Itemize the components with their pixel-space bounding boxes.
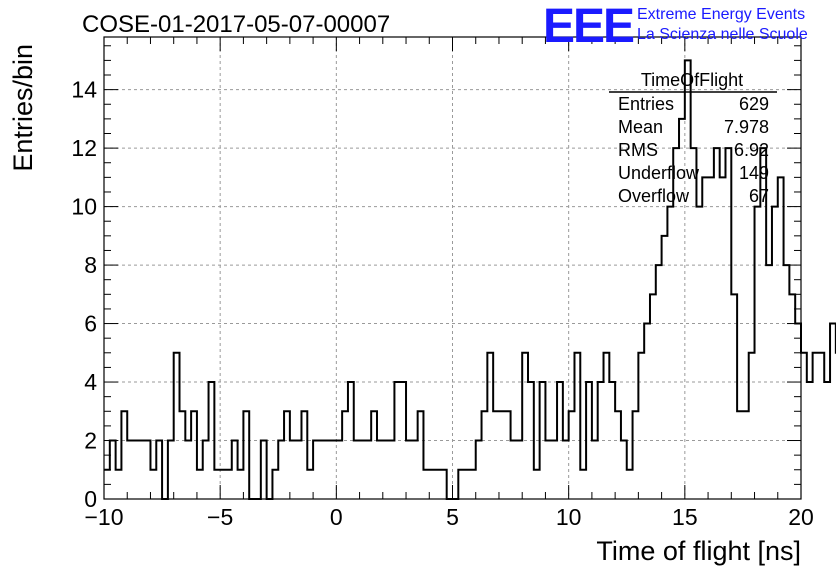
- plot-frame: [103, 36, 802, 500]
- stats-label-mean: Mean: [618, 117, 663, 137]
- stats-label-overflow: Overflow: [618, 186, 690, 206]
- y-tick-label: 6: [84, 311, 97, 337]
- stats-value-mean: 7.978: [724, 117, 769, 137]
- grid-layer: [104, 37, 801, 499]
- stats-value-rms: 6.92: [734, 140, 769, 160]
- logo-line-2: La Scienza nelle Scuole: [637, 26, 808, 43]
- x-tick-label: −10: [84, 504, 123, 530]
- stats-label-rms: RMS: [618, 140, 658, 160]
- y-tick-label: 0: [84, 486, 97, 512]
- eee-logo: EEE Extreme Energy Events La Scienza nel…: [543, 0, 808, 53]
- y-axis-label: Entries/bin: [8, 44, 38, 172]
- run-title: COSE-01-2017-05-07-00007: [82, 11, 390, 38]
- ticks-layer: [103, 37, 802, 500]
- y-tick-label: 4: [84, 369, 97, 395]
- x-tick-label: 20: [788, 504, 814, 530]
- x-axis-label: Time of flight [ns]: [596, 536, 801, 566]
- stats-value-overflow: 67: [749, 186, 769, 206]
- stats-value-entries: 629: [739, 94, 769, 114]
- y-tick-label: 14: [71, 77, 97, 103]
- stats-label-entries: Entries: [618, 94, 674, 114]
- y-tick-label: 2: [84, 428, 97, 454]
- y-tick-label: 12: [71, 135, 97, 161]
- logo-mark: EEE: [543, 0, 634, 53]
- logo-line-1: Extreme Energy Events: [637, 6, 805, 23]
- stats-box: TimeOfFlight Entries 629 Mean 7.978 RMS …: [609, 70, 777, 206]
- x-tick-label: 0: [330, 504, 343, 530]
- stats-value-underflow: 149: [739, 163, 769, 183]
- x-tick-label: 5: [446, 504, 459, 530]
- stats-label-underflow: Underflow: [618, 163, 700, 183]
- x-tick-label: −5: [207, 504, 233, 530]
- y-tick-label: 8: [84, 252, 97, 278]
- x-tick-label: 15: [672, 504, 698, 530]
- y-tick-label: 10: [71, 194, 97, 220]
- x-tick-labels: −10 −5 0 5 10 15 20: [84, 504, 813, 530]
- stats-title: TimeOfFlight: [641, 70, 743, 90]
- y-tick-labels: 0 2 4 6 8 10 12 14: [71, 77, 97, 512]
- histogram-line: [104, 59, 836, 500]
- x-tick-label: 10: [556, 504, 582, 530]
